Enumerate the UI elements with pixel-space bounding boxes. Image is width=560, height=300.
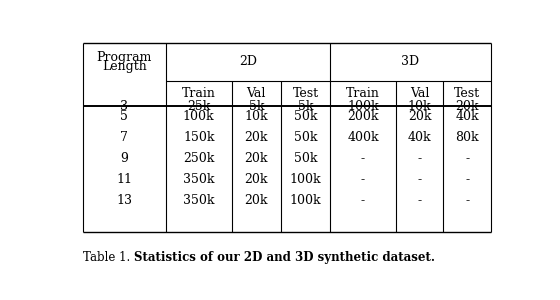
Text: 11: 11: [116, 173, 132, 186]
Text: 20k: 20k: [408, 110, 431, 123]
Text: 50k: 50k: [293, 152, 317, 165]
Text: 10k: 10k: [408, 100, 432, 112]
Text: 350k: 350k: [183, 173, 214, 186]
Text: -: -: [418, 152, 422, 165]
Text: Statistics of our 2D and 3D synthetic dataset.: Statistics of our 2D and 3D synthetic da…: [134, 251, 435, 264]
Text: 350k: 350k: [183, 194, 214, 207]
Text: Program: Program: [97, 51, 152, 64]
Text: 5: 5: [120, 110, 128, 123]
Text: -: -: [418, 194, 422, 207]
Text: 5k: 5k: [249, 100, 264, 112]
Text: -: -: [361, 194, 365, 207]
Text: 250k: 250k: [183, 152, 214, 165]
Text: 40k: 40k: [408, 131, 432, 144]
Text: 100k: 100k: [290, 194, 321, 207]
Text: Table 1.: Table 1.: [83, 251, 134, 264]
Text: Val: Val: [410, 87, 430, 100]
Text: -: -: [361, 173, 365, 186]
Text: 20k: 20k: [455, 100, 479, 112]
Text: 3D: 3D: [402, 56, 419, 68]
Text: 10k: 10k: [245, 110, 268, 123]
Text: 40k: 40k: [455, 110, 479, 123]
Text: 20k: 20k: [245, 131, 268, 144]
Text: 100k: 100k: [347, 100, 379, 112]
Text: -: -: [361, 152, 365, 165]
Text: 100k: 100k: [290, 173, 321, 186]
Text: Test: Test: [292, 87, 319, 100]
Text: 5k: 5k: [298, 100, 313, 112]
Text: Test: Test: [454, 87, 480, 100]
Text: 20k: 20k: [245, 152, 268, 165]
Text: 50k: 50k: [293, 110, 317, 123]
Text: 150k: 150k: [183, 131, 214, 144]
Text: 20k: 20k: [245, 173, 268, 186]
Text: 7: 7: [120, 131, 128, 144]
Text: 9: 9: [120, 152, 128, 165]
Text: 200k: 200k: [347, 110, 379, 123]
Text: 100k: 100k: [183, 110, 214, 123]
Text: Length: Length: [102, 60, 147, 73]
Text: 13: 13: [116, 194, 132, 207]
Text: 25k: 25k: [187, 100, 211, 112]
Text: -: -: [418, 173, 422, 186]
Text: -: -: [465, 173, 469, 186]
Text: 80k: 80k: [455, 131, 479, 144]
Text: Val: Val: [246, 87, 266, 100]
Text: 20k: 20k: [245, 194, 268, 207]
Text: Train: Train: [182, 87, 216, 100]
Text: 400k: 400k: [347, 131, 379, 144]
Text: 2D: 2D: [239, 56, 257, 68]
Text: -: -: [465, 194, 469, 207]
Text: Train: Train: [346, 87, 380, 100]
Text: 3: 3: [120, 100, 128, 112]
Text: -: -: [465, 152, 469, 165]
Text: 50k: 50k: [293, 131, 317, 144]
